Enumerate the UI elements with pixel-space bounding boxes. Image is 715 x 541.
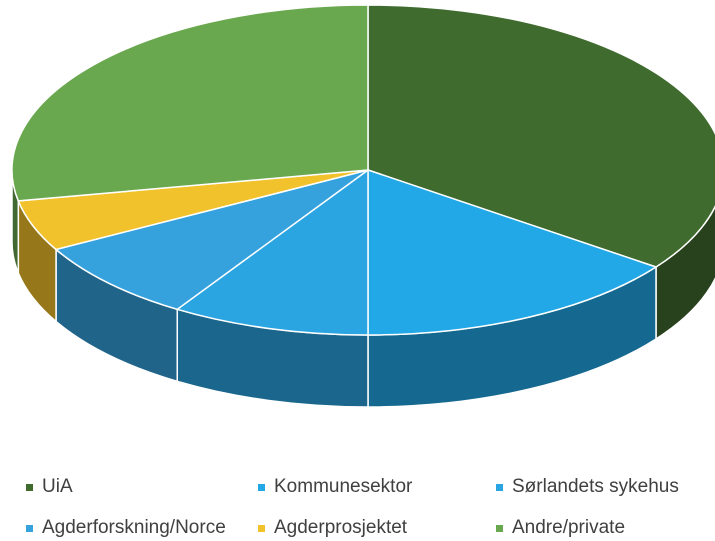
legend-marker <box>258 525 265 532</box>
legend-marker <box>496 525 503 532</box>
slice <box>175 168 369 336</box>
legend-marker <box>258 484 265 491</box>
legend-label: Agderforskning/Norce <box>42 517 226 538</box>
slice <box>54 169 369 311</box>
legend-marker <box>26 525 33 532</box>
slice <box>367 168 658 336</box>
legend-label: UiA <box>42 476 73 497</box>
legend-label: Sørlandets sykehus <box>512 476 679 497</box>
slice <box>367 4 715 268</box>
legend-marker <box>496 484 503 491</box>
legend-label: Kommunesektor <box>274 476 413 497</box>
legend-marker <box>26 484 33 491</box>
slice <box>11 4 369 202</box>
legend-label: Agderprosjektet <box>274 517 408 538</box>
legend-label: Andre/private <box>512 517 625 538</box>
